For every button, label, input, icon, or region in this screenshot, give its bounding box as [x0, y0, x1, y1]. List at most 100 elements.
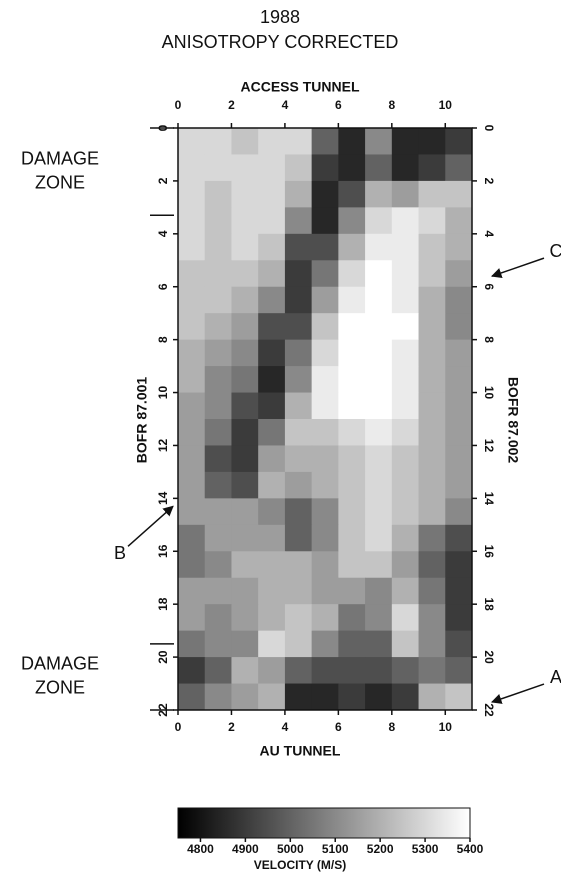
- cell: [258, 683, 286, 711]
- cell: [258, 498, 286, 526]
- cell: [338, 286, 366, 314]
- cell: [178, 233, 206, 261]
- cell: [338, 524, 366, 552]
- cell: [231, 286, 259, 314]
- cell: [338, 366, 366, 394]
- cell: [418, 286, 446, 314]
- cell: [418, 683, 446, 711]
- cell: [365, 286, 393, 314]
- cell: [365, 419, 393, 446]
- y-tick-label-right: 2: [482, 178, 496, 185]
- y-tick-label-right: 14: [482, 492, 496, 506]
- cell: [338, 419, 366, 446]
- cell: [445, 154, 473, 182]
- x-tick-label-top: 4: [282, 98, 289, 112]
- y-tick-label-left: 4: [156, 230, 170, 237]
- cell: [418, 339, 446, 367]
- cell: [311, 471, 339, 499]
- cell: [258, 339, 286, 367]
- cell: [258, 471, 286, 499]
- y-tick-label-left: 20: [156, 650, 170, 664]
- zone-label: DAMAGE: [21, 654, 99, 674]
- cell: [391, 313, 420, 341]
- cell: [258, 180, 286, 208]
- cell: [365, 498, 393, 526]
- cell: [445, 286, 473, 314]
- y-tick-label-left: 6: [156, 283, 170, 290]
- cell: [365, 471, 393, 499]
- cell: [365, 313, 393, 341]
- cell: [311, 313, 339, 341]
- cell: [418, 630, 446, 658]
- arrow: [491, 683, 545, 704]
- cell: [391, 154, 420, 182]
- y-label-right: BOFR 87.002: [505, 377, 521, 464]
- cell: [365, 260, 393, 288]
- cell: [311, 657, 339, 685]
- cell: [418, 657, 446, 685]
- cell: [391, 551, 420, 579]
- cell: [338, 498, 366, 526]
- zone-label: ZONE: [35, 678, 85, 698]
- arrow: [491, 257, 545, 279]
- cell: [365, 207, 393, 235]
- cell: [445, 207, 473, 235]
- arrow-label: A: [550, 667, 561, 687]
- cell: [365, 180, 393, 208]
- cell: [284, 260, 313, 288]
- cell: [178, 339, 206, 367]
- cell: [311, 366, 339, 394]
- cell: [284, 577, 313, 605]
- cell: [178, 180, 206, 208]
- cell: [311, 630, 339, 658]
- cell: [284, 604, 313, 632]
- cell: [445, 657, 473, 685]
- cell: [231, 551, 259, 579]
- cell: [445, 524, 473, 552]
- y-tick-label-left: 16: [156, 544, 170, 558]
- cell: [178, 419, 206, 446]
- cell: [204, 498, 232, 526]
- cell: [284, 630, 313, 658]
- cell: [258, 419, 286, 446]
- cell: [258, 551, 286, 579]
- cell: [391, 630, 420, 658]
- cell: [445, 313, 473, 341]
- y-tick-label-right: 22: [482, 703, 496, 717]
- cell: [445, 128, 473, 155]
- cell: [445, 445, 473, 473]
- cell: [178, 657, 206, 685]
- cell: [391, 286, 420, 314]
- cell: [284, 154, 313, 182]
- cell: [204, 207, 232, 235]
- cell: [391, 471, 420, 499]
- x-label-bottom: AU TUNNEL: [260, 743, 341, 759]
- cell: [178, 286, 206, 314]
- cell: [391, 524, 420, 552]
- cell: [445, 498, 473, 526]
- zone-label: ZONE: [35, 172, 85, 192]
- cell: [178, 313, 206, 341]
- cell: [391, 207, 420, 235]
- cell: [445, 604, 473, 632]
- cell: [178, 260, 206, 288]
- cell: [445, 683, 473, 711]
- cell: [284, 233, 313, 261]
- x-tick-label-bottom: 10: [439, 720, 453, 734]
- title-line: ANISOTROPY CORRECTED: [162, 32, 399, 52]
- cell: [231, 445, 259, 473]
- cell: [365, 128, 393, 155]
- cell: [231, 180, 259, 208]
- colorbar-tick-label: 5100: [322, 842, 349, 856]
- cell: [418, 313, 446, 341]
- y-tick-label-right: 12: [482, 439, 496, 453]
- cell: [418, 180, 446, 208]
- cell: [338, 233, 366, 261]
- cell: [338, 392, 366, 420]
- cell: [231, 366, 259, 394]
- y-label-left: BOFR 87.001: [134, 377, 150, 464]
- cell: [311, 154, 339, 182]
- cell: [391, 577, 420, 605]
- cell: [418, 604, 446, 632]
